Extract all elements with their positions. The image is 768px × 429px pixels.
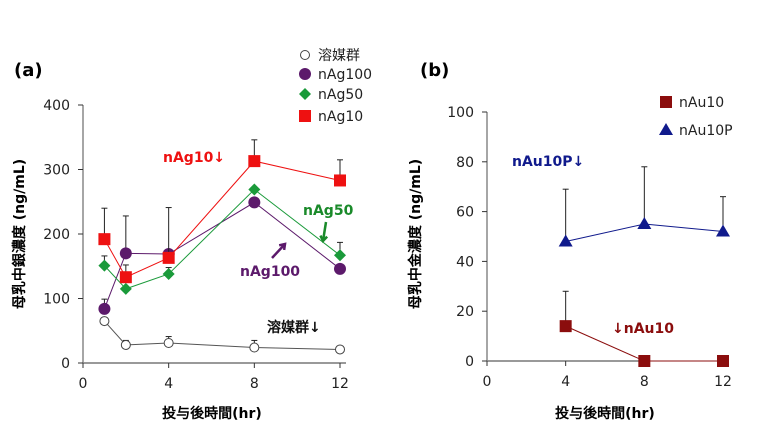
data-point [248,155,261,168]
series-nAu10 [559,290,729,367]
annotation-arrow [321,221,328,242]
x-axis-title: 投与後時間(hr) [555,405,655,422]
y-tick-label: 200 [43,227,70,243]
y-tick-label: 0 [61,356,70,372]
panel-a: (a) 0 4 8 12 0 100 200 300 400 投与後時間(hr) 母乳中銀濃度 (ng… [11,48,372,422]
legend-marker [300,50,310,60]
legend-marker [299,110,311,122]
data-point [335,344,345,355]
annotation: nAg100 [240,264,300,280]
data-point [119,247,132,260]
annotation: nAg50 [303,203,354,219]
legend-marker [299,68,311,80]
panel-label: (b) [420,60,449,81]
y-tick-label: 100 [43,292,70,308]
x-tick-label: 12 [331,376,349,392]
legend-label: nAg50 [318,87,363,103]
panel-label: (a) [14,60,43,81]
y-tick-label: 80 [456,155,474,171]
data-point [162,251,175,264]
legend-label: nAu10P [679,123,733,139]
y-tick-label: 100 [447,105,474,121]
y-tick-label: 400 [43,98,70,114]
x-tick-label: 4 [164,376,173,392]
data-point [163,338,174,349]
data-point [334,174,346,187]
annotation: nAg10↓ [163,150,225,166]
data-point [334,249,346,262]
data-point [717,355,729,367]
series-line [103,160,341,278]
data-point [162,267,175,280]
arrow-head [319,235,329,244]
legend-label: nAu10 [679,95,724,111]
data-point [638,355,651,367]
y-tick-label: 60 [456,205,474,221]
annotation: 溶媒群↓ [267,319,321,336]
y-tick-label: 20 [456,304,474,320]
y-tick-label: 40 [456,254,474,270]
legend-label: nAg10 [318,109,363,125]
x-tick-label: 8 [640,374,649,390]
data-point [119,271,132,284]
data-point [248,183,261,196]
y-tick-label: 300 [43,163,70,179]
y-axis-title: 母乳中金濃度 (ng/mL) [407,159,424,309]
legend-label: 溶媒群 [318,48,360,64]
data-point [98,259,111,272]
data-point [99,316,110,327]
data-point [248,196,261,209]
x-axis-title: 投与後時間(hr) [162,405,262,422]
data-point [334,262,346,275]
data-point [637,217,652,230]
annotation: ↓nAu10 [612,321,674,337]
x-tick-label: 8 [250,376,259,392]
panel-b: (b) 0 4 8 12 0 20 40 60 80 100 投与後時間(hr) 母乳中金濃度 (ng/… [407,60,733,422]
annotation-arrow [271,243,286,259]
data-point [716,224,730,237]
x-tick-label: 4 [561,374,570,390]
data-point [119,282,132,295]
y-tick-label: 0 [465,354,474,370]
arrow-head [278,242,287,251]
series-nAg50 [98,183,346,295]
annotation: nAu10P↓ [512,154,584,170]
data-point [559,320,572,333]
legend-marker [659,123,673,135]
legend-marker [299,88,311,100]
data-point [98,233,111,246]
legend-marker [660,96,672,108]
series-nAg10 [98,139,346,284]
x-tick-label: 12 [714,374,732,390]
series-溶媒群 [99,316,345,355]
legend-label: nAg100 [318,67,372,83]
series-nAu10P [558,166,730,247]
data-point [249,342,260,353]
data-point [120,339,131,350]
x-tick-label: 0 [483,374,492,390]
y-axis-title: 母乳中銀濃度 (ng/mL) [11,159,28,309]
x-tick-label: 0 [79,376,88,392]
data-point [98,302,111,315]
data-point [558,234,573,247]
